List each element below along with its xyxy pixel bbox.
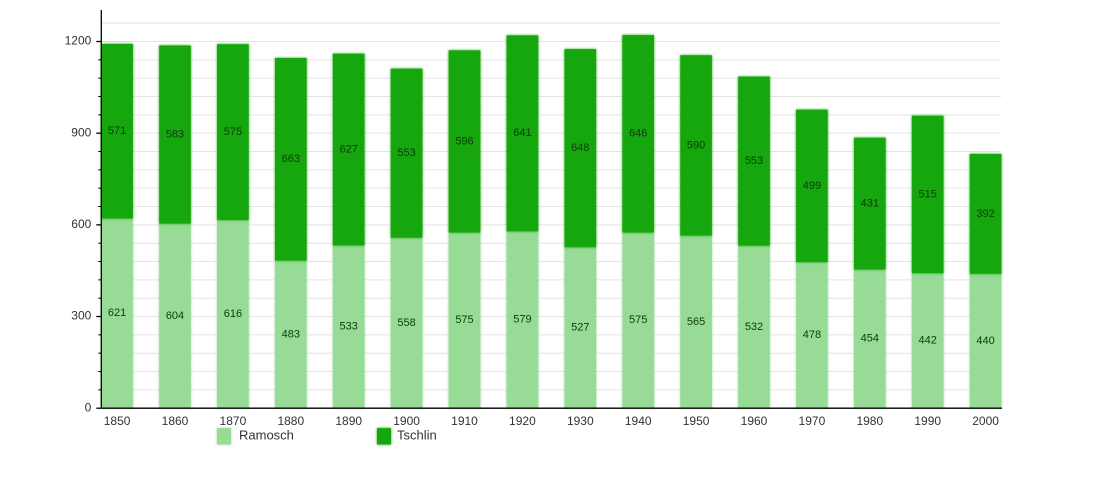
svg-text:648: 648	[571, 142, 589, 154]
svg-text:532: 532	[745, 321, 763, 333]
svg-text:596: 596	[455, 135, 473, 147]
svg-text:1940: 1940	[625, 414, 652, 428]
svg-text:663: 663	[282, 153, 300, 165]
svg-text:1870: 1870	[220, 414, 247, 428]
svg-text:600: 600	[71, 217, 91, 231]
svg-text:1930: 1930	[567, 414, 594, 428]
svg-text:627: 627	[340, 143, 358, 155]
svg-text:579: 579	[513, 314, 531, 326]
svg-text:604: 604	[166, 310, 184, 322]
svg-text:431: 431	[861, 198, 879, 210]
svg-text:1880: 1880	[277, 414, 304, 428]
svg-text:1850: 1850	[104, 414, 131, 428]
svg-text:1920: 1920	[509, 414, 536, 428]
svg-text:Ramosch: Ramosch	[239, 428, 294, 443]
svg-text:1970: 1970	[799, 414, 826, 428]
svg-text:616: 616	[224, 308, 242, 320]
svg-text:1860: 1860	[162, 414, 189, 428]
svg-text:575: 575	[224, 126, 242, 138]
svg-text:499: 499	[803, 180, 821, 192]
svg-text:553: 553	[397, 147, 415, 159]
svg-text:621: 621	[108, 307, 126, 319]
svg-text:478: 478	[803, 329, 821, 341]
svg-text:900: 900	[71, 125, 91, 139]
svg-text:515: 515	[919, 188, 937, 200]
svg-text:0: 0	[85, 400, 92, 414]
svg-text:300: 300	[71, 309, 91, 323]
svg-text:646: 646	[629, 128, 647, 140]
svg-text:558: 558	[397, 317, 415, 329]
svg-text:442: 442	[919, 335, 937, 347]
svg-text:1890: 1890	[335, 414, 362, 428]
svg-text:575: 575	[629, 314, 647, 326]
svg-text:571: 571	[108, 125, 126, 137]
svg-text:590: 590	[687, 139, 705, 151]
svg-text:1200: 1200	[65, 34, 92, 48]
svg-text:565: 565	[687, 316, 705, 328]
svg-text:2000: 2000	[972, 414, 999, 428]
svg-text:553: 553	[745, 155, 763, 167]
svg-text:1990: 1990	[914, 414, 941, 428]
svg-text:1960: 1960	[741, 414, 768, 428]
svg-text:483: 483	[282, 328, 300, 340]
svg-text:1950: 1950	[683, 414, 710, 428]
svg-text:533: 533	[340, 321, 358, 333]
svg-text:641: 641	[513, 127, 531, 139]
svg-text:454: 454	[861, 333, 879, 345]
svg-text:1900: 1900	[393, 414, 420, 428]
svg-text:1980: 1980	[856, 414, 883, 428]
svg-text:392: 392	[976, 208, 994, 220]
svg-text:575: 575	[455, 314, 473, 326]
svg-text:1910: 1910	[451, 414, 478, 428]
svg-text:527: 527	[571, 322, 589, 334]
svg-text:583: 583	[166, 128, 184, 140]
svg-text:440: 440	[976, 335, 994, 347]
svg-text:Tschlin: Tschlin	[397, 428, 437, 443]
